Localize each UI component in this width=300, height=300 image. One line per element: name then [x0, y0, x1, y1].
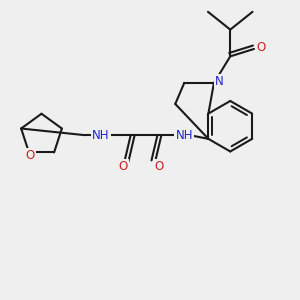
Text: O: O	[154, 160, 164, 173]
Text: O: O	[118, 160, 128, 173]
Text: O: O	[256, 41, 265, 54]
Text: N: N	[215, 75, 224, 88]
Text: NH: NH	[92, 129, 110, 142]
Text: NH: NH	[176, 129, 193, 142]
Text: O: O	[26, 149, 35, 162]
